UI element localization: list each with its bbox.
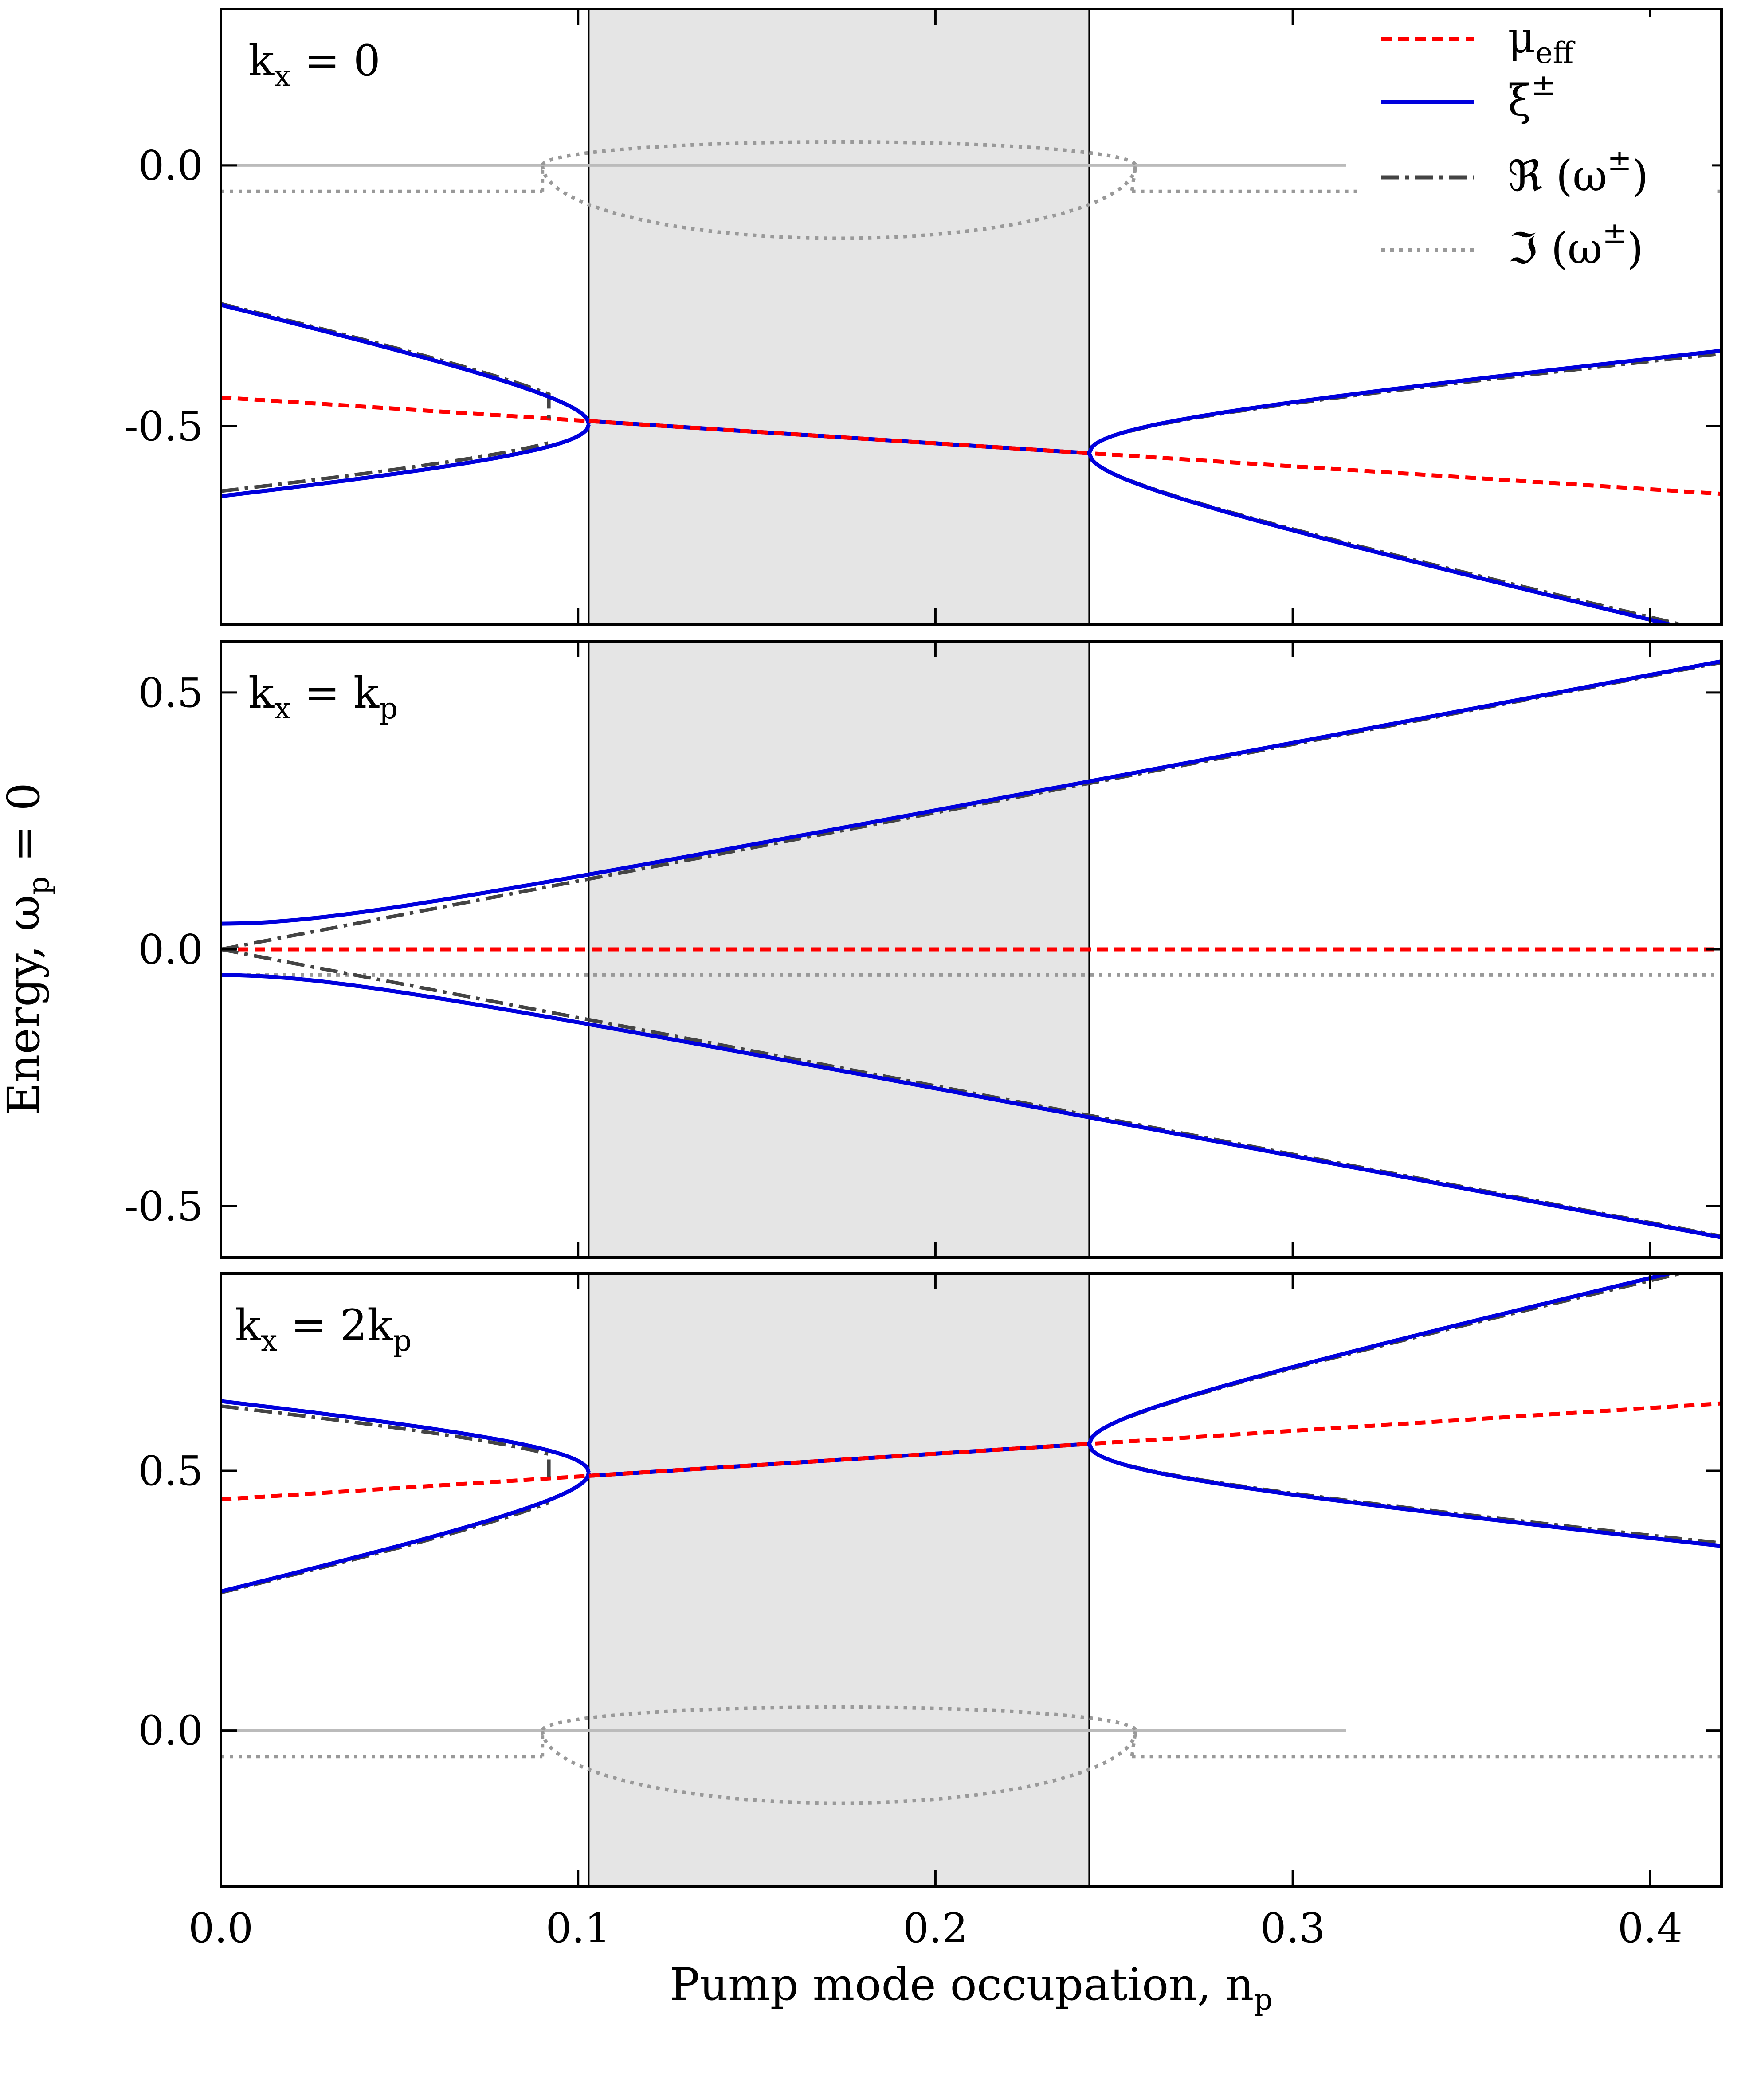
y-tick-label: 0.0 (138, 1707, 203, 1755)
legend-label-sup: ± (1607, 143, 1631, 177)
panel-label-suffix-sub: p (379, 691, 398, 725)
panel-label-sub: x (261, 1324, 277, 1358)
panel-label-suffix: = 2k (277, 1301, 393, 1350)
legend-bg (1357, 80, 1712, 133)
panel-frame (220, 1272, 1723, 1888)
series-group (221, 140, 1722, 624)
y-tick-label: 0.0 (138, 926, 203, 973)
panel-1: 0.0 -0.5 kx = 0 (125, 8, 1723, 626)
series-re-omega-right-lower (1129, 479, 1688, 624)
panel-label-1: kx = 0 (248, 36, 380, 93)
legend-label-xi: ξ± (1508, 68, 1556, 125)
y-tick-label: 0.0 (138, 142, 203, 189)
legend-label-re_omega: ℜ (ω±) (1508, 143, 1648, 201)
legend-label-sub: eff (1535, 36, 1575, 70)
legend-label-main: μ (1508, 13, 1535, 63)
panel-label-main: k (235, 1301, 261, 1350)
series-xi-right-upper (1087, 1273, 1678, 1445)
series-group (221, 1273, 1722, 1805)
legend-label-tail: ) (1627, 224, 1643, 274)
legend-label-sup: ± (1531, 68, 1556, 102)
legend-bg (1357, 228, 1712, 281)
panel-label-main: k (248, 36, 275, 86)
series-xi-merged (588, 419, 1090, 455)
panel-label-suffix-sub: p (393, 1324, 412, 1358)
legend-label-sup: ± (1602, 216, 1627, 250)
unstable-region-shade (588, 9, 1089, 624)
panel-3: 0.5 0.0 kx = 2kp (138, 1272, 1723, 1888)
panel-label-2: kx = kp (248, 668, 398, 725)
series-xi-plus (221, 659, 1722, 926)
x-tick-label: 0.4 (1618, 1904, 1682, 1952)
legend-bg (1357, 155, 1712, 208)
series-xi-left-lower (221, 423, 591, 498)
series-xi-minus (221, 973, 1722, 1240)
unstable-region-shade (588, 1273, 1089, 1886)
x-tick-label: 0.1 (546, 1904, 611, 1952)
panel-label-3: kx = 2kp (235, 1301, 412, 1358)
series-re-omega-left-upper (221, 302, 551, 419)
panel-label-sub: x (274, 59, 290, 93)
series-xi-left-lower (221, 1472, 591, 1594)
legend-label-main: ℜ (ω (1508, 151, 1607, 201)
y-tick-label: 0.5 (138, 1447, 203, 1495)
x-axis: 0.0 0.1 0.2 0.3 0.4 (188, 1904, 1682, 1952)
series-re-omega-right-upper (1129, 1273, 1688, 1418)
legend-label-main: ℑ (ω (1508, 224, 1602, 274)
panels-group: 0.0-0.5kx = 00.50.0-0.5kx = kp0.50.0kx =… (125, 8, 1723, 1888)
panel-2: 0.5 0.0 -0.5 kx = kp (125, 640, 1723, 1259)
y-tick-label: -0.5 (125, 403, 203, 450)
x-tick-label: 0.2 (903, 1904, 968, 1952)
y-tick-label: 0.5 (138, 669, 203, 717)
legend-label-tail: ) (1632, 151, 1648, 201)
panel-label-suffix: = 0 (290, 36, 380, 86)
series-xi-right-lower (1087, 452, 1678, 624)
series-xi-merged (588, 1442, 1090, 1478)
panel-label-sub: x (274, 691, 290, 725)
y-axis-title: Energy, ωp = 0 (0, 783, 56, 1115)
panel-frame (220, 8, 1723, 626)
legend-label-mu_eff: μeff (1508, 13, 1575, 70)
series-xi-left-upper (221, 303, 591, 425)
x-tick-label: 0.3 (1260, 1904, 1325, 1952)
series-re-omega-right-lower (1129, 1464, 1722, 1545)
x-axis-title: Pump mode occupation, np (670, 1959, 1273, 2017)
series-re-omega-left-upper (221, 1404, 551, 1479)
legend-bg (1357, 17, 1712, 70)
legend-label-im_omega: ℑ (ω±) (1508, 216, 1643, 274)
series-re-omega-left-lower (221, 441, 549, 493)
x-tick-label: 0.0 (188, 1904, 253, 1952)
y-tick-label: -0.5 (125, 1183, 203, 1230)
series-xi-right-lower (1087, 1443, 1722, 1548)
series-group (221, 659, 1722, 1240)
series-im-omega-upper-arc (541, 140, 1137, 192)
panel-label-suffix: = k (290, 668, 379, 718)
series-xi-left-upper (221, 1399, 591, 1473)
panel-label-main: k (248, 668, 275, 718)
legend-label-main: ξ (1508, 76, 1531, 125)
series-re-omega-right-upper (1129, 352, 1722, 433)
series-im-omega-upper-arc (541, 1705, 1137, 1757)
series-xi-right-upper (1087, 349, 1722, 454)
